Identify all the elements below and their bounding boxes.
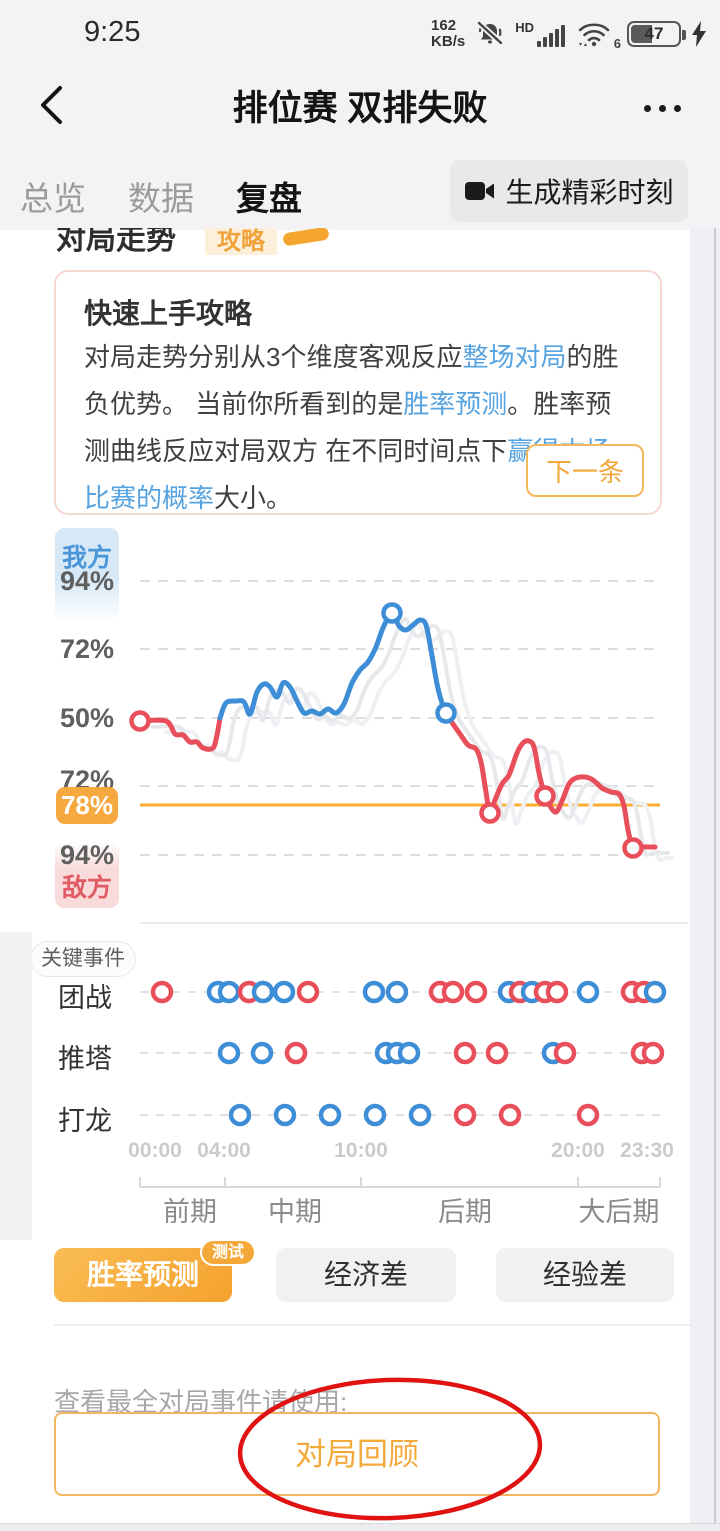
svg-text:中期: 中期 <box>268 1197 322 1227</box>
next-tip-button[interactable]: 下一条 <box>525 444 644 497</box>
charging-bolt-icon <box>690 20 708 48</box>
svg-text:大后期: 大后期 <box>579 1197 660 1227</box>
svg-text:00:00: 00:00 <box>128 1139 182 1162</box>
status-time: 9:25 <box>84 16 141 48</box>
network-speed: 162 KB/s <box>431 17 466 50</box>
enemy-axis-box <box>55 842 119 908</box>
key-events-tag: 关键事件 <box>30 941 136 977</box>
key-events-chart: 00:00 04:00 10:00 20:00 23:30 前期 中期 后期 大后期 <box>128 980 674 1227</box>
tab-replay[interactable]: 复盘 <box>236 180 302 217</box>
winrate-chart <box>129 580 688 924</box>
tips-card: 快速上手攻略 对局走势分别从3个维度客观反应整场对局的胜负优势。 当前你所看到的… <box>54 270 662 515</box>
event-row-label-dragon: 打龙 <box>58 1106 112 1136</box>
divider <box>54 1324 690 1326</box>
tips-body: 对局走势分别从3个维度客观反应整场对局的胜负优势。 当前你所看到的是胜率预测。胜… <box>84 342 619 513</box>
ally-axis-box <box>55 528 119 622</box>
battery-icon: 47 <box>627 21 686 47</box>
y-tick-label: 72% <box>59 634 115 664</box>
svg-text:10:00: 10:00 <box>334 1139 388 1162</box>
metric-tab-experience[interactable]: 经验差 <box>496 1248 674 1302</box>
more-menu-button[interactable] <box>634 94 690 122</box>
strategy-arrow-icon <box>282 228 330 247</box>
y-tick-label: 50% <box>59 703 115 733</box>
metric-tab-economy[interactable]: 经济差 <box>276 1248 456 1302</box>
event-row-label-teamfight: 团战 <box>58 983 112 1013</box>
generate-highlights-button[interactable]: 生成精彩时刻 <box>450 160 688 222</box>
svg-text:后期: 后期 <box>438 1197 492 1227</box>
svg-text:04:00: 04:00 <box>197 1139 251 1162</box>
ally-label: 我方 <box>61 544 112 572</box>
enemy-label: 敌方 <box>61 874 112 902</box>
signal-icon: HD <box>515 20 567 49</box>
section-title-trend: 对局走势 <box>56 228 176 255</box>
strategy-badge[interactable]: 攻略 <box>205 228 335 255</box>
svg-text:23:30: 23:30 <box>620 1139 674 1162</box>
mute-bell-icon <box>474 18 506 50</box>
match-review-button[interactable]: 对局回顾 <box>54 1412 660 1496</box>
svg-text:前期: 前期 <box>163 1197 217 1227</box>
tab-overview[interactable]: 总览 <box>20 180 86 217</box>
y-tick-label: 94% <box>59 840 115 870</box>
right-edge-line <box>714 228 716 1531</box>
wifi-gen-label: 6 <box>613 36 621 51</box>
left-gutter <box>0 932 32 1240</box>
back-button[interactable] <box>38 84 72 128</box>
page-title: 排位赛 双排失败 <box>232 89 488 128</box>
status-icons: 162 KB/s HD <box>431 10 708 58</box>
tips-title: 快速上手攻略 <box>84 298 253 329</box>
current-winrate-badge: 78% <box>56 787 118 824</box>
wifi-icon: 6 <box>576 19 621 51</box>
beta-badge: 测试 <box>200 1239 257 1266</box>
bottom-strip <box>0 1523 720 1531</box>
tab-data[interactable]: 数据 <box>128 180 194 217</box>
video-camera-icon <box>464 179 496 203</box>
hd-label: HD <box>515 19 534 35</box>
event-row-label-tower: 推塔 <box>58 1044 112 1074</box>
svg-text:20:00: 20:00 <box>551 1139 605 1162</box>
y-tick-label: 94% <box>59 566 115 596</box>
